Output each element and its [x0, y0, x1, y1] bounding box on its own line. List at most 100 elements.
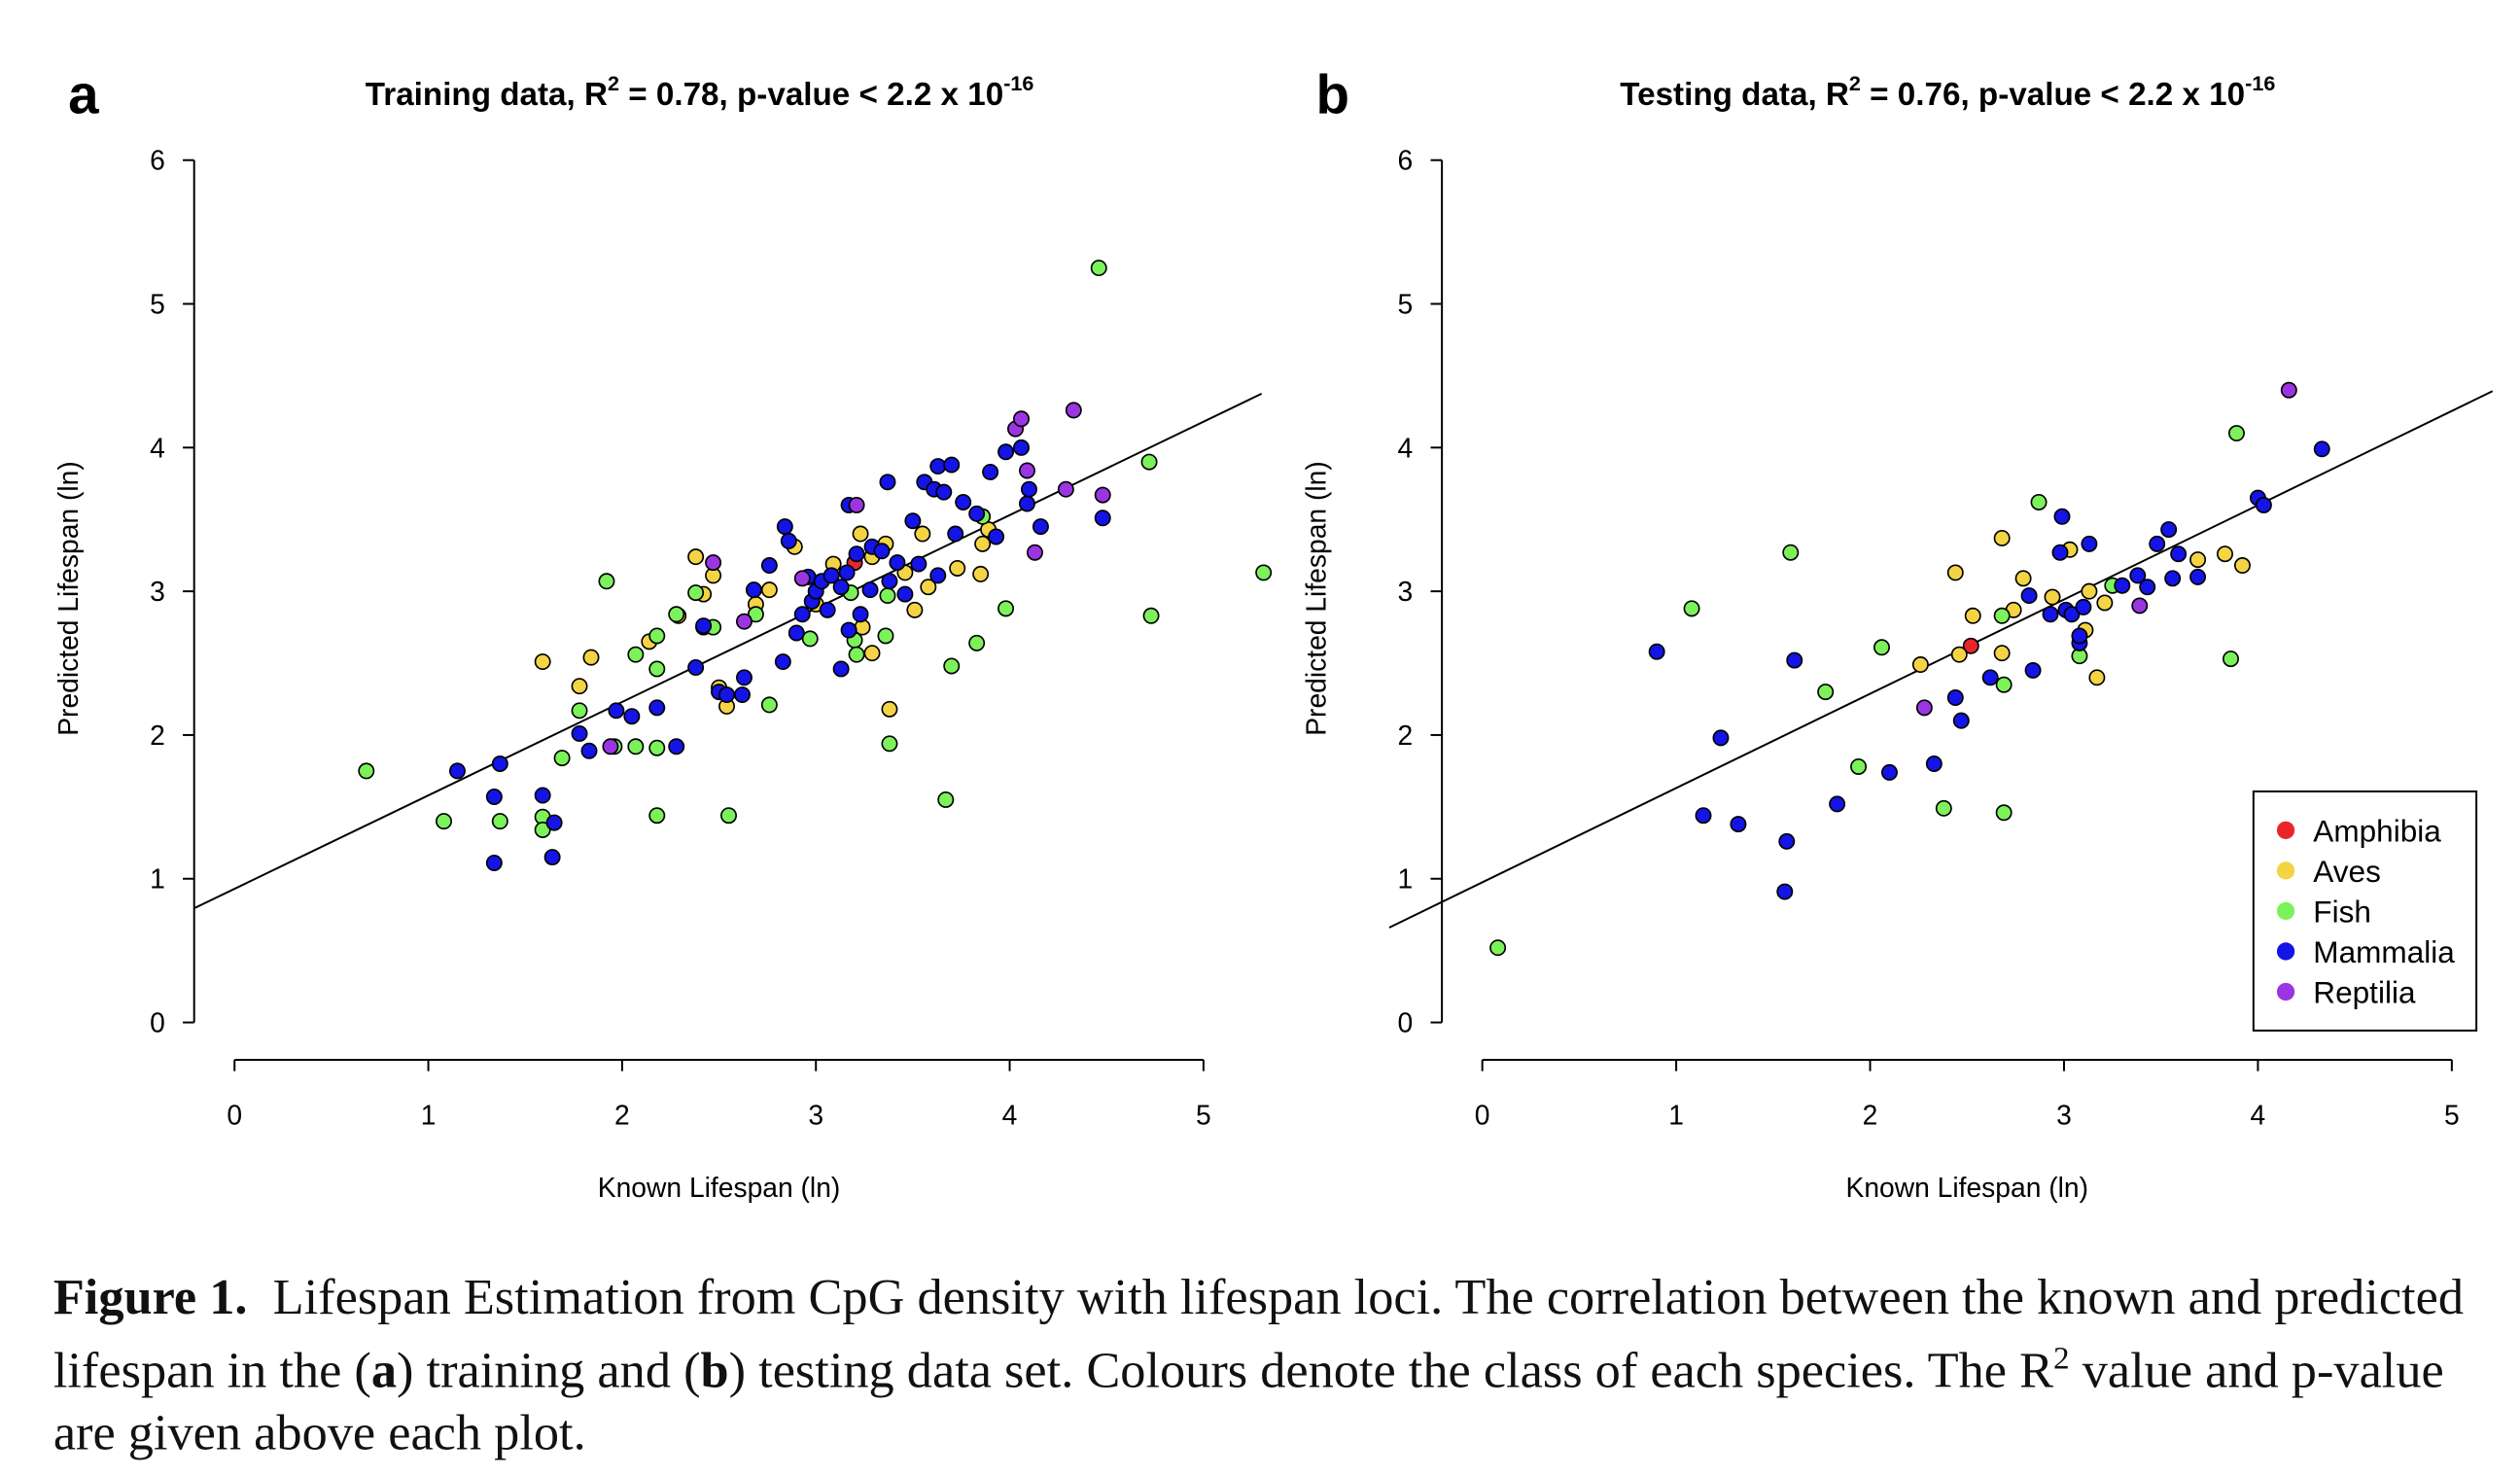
point — [780, 532, 797, 549]
y-tick-label: 3 — [150, 576, 165, 607]
point — [1993, 607, 2011, 624]
y-tick-label: 5 — [150, 288, 165, 319]
point — [873, 543, 891, 560]
point — [1013, 410, 1030, 428]
point — [774, 653, 791, 671]
title-part: Training data, R — [366, 77, 608, 113]
point — [2075, 598, 2092, 615]
point — [822, 567, 840, 584]
chart-title: Testing data, R2 = 0.76, p-value < 2.2 x… — [1620, 71, 2275, 113]
point — [838, 564, 856, 581]
point — [1648, 643, 1665, 660]
legend-label: Mammalia — [2313, 934, 2455, 969]
point — [598, 573, 615, 590]
point — [580, 742, 598, 759]
legend-swatch — [2276, 861, 2295, 880]
point — [801, 630, 819, 648]
point — [819, 601, 836, 618]
point — [648, 807, 666, 825]
fit-line — [1388, 390, 2494, 929]
point — [534, 822, 551, 838]
caption-box: Figure 1. Lifespan Estimation from CpG d… — [52, 1268, 2464, 1459]
point — [668, 606, 685, 623]
point — [760, 581, 778, 599]
point — [735, 613, 752, 630]
x-tick-label: 0 — [227, 1099, 242, 1130]
point — [543, 849, 561, 866]
point — [648, 660, 666, 678]
y-tick-label: 2 — [1398, 720, 1414, 751]
x-tick-label: 4 — [1002, 1099, 1018, 1130]
point — [760, 557, 778, 575]
point — [988, 528, 1005, 545]
legend-swatch — [2276, 942, 2295, 961]
title-part: Testing data, R — [1620, 77, 1849, 113]
point — [2044, 588, 2061, 606]
x-tick-label: 1 — [1668, 1099, 1684, 1130]
point — [840, 621, 858, 639]
point — [1019, 462, 1035, 479]
point — [1776, 883, 1794, 900]
chart-title: Training data, R2 = 0.78, p-value < 2.2 … — [366, 71, 1034, 113]
point — [2228, 425, 2245, 442]
point — [2233, 557, 2251, 575]
y-axis-label: Predicted Lifespan (ln) — [1300, 461, 1331, 735]
point — [1683, 600, 1700, 617]
point — [943, 456, 961, 474]
point — [793, 606, 811, 623]
point — [2071, 627, 2088, 645]
legend-label: Aves — [2313, 854, 2381, 889]
y-tick-label: 0 — [1398, 1007, 1414, 1038]
point — [1094, 510, 1111, 527]
point — [1962, 637, 1979, 654]
y-tick-label: 3 — [1398, 576, 1414, 607]
legend-swatch — [2276, 901, 2295, 921]
caption-sup: 2 — [2053, 1341, 2070, 1377]
x-tick-label: 2 — [614, 1099, 630, 1130]
point — [2114, 577, 2131, 594]
point — [968, 634, 986, 651]
caption-text: b — [700, 1341, 729, 1399]
point — [949, 560, 966, 577]
point — [982, 463, 999, 480]
point — [2030, 494, 2048, 510]
point — [1712, 729, 1730, 747]
point — [705, 554, 722, 572]
point — [491, 756, 508, 772]
point — [904, 512, 922, 530]
point — [974, 535, 992, 552]
point — [832, 579, 850, 596]
point — [747, 606, 764, 623]
point — [1964, 607, 1981, 624]
point — [955, 494, 972, 510]
panel-label: a — [68, 63, 99, 124]
legend-label: Reptilia — [2313, 975, 2416, 1010]
point — [2129, 567, 2147, 584]
y-tick-label: 4 — [1398, 432, 1414, 463]
point — [1786, 651, 1803, 669]
point — [968, 505, 986, 522]
point — [436, 813, 452, 830]
x-axis-label: Known Lifespan (ln) — [1845, 1172, 2088, 1203]
legend-label: Fish — [2313, 895, 2371, 930]
point — [889, 554, 906, 572]
point — [881, 573, 898, 590]
point — [906, 601, 924, 618]
point — [910, 555, 928, 573]
point — [2088, 669, 2106, 686]
point — [776, 518, 793, 536]
point — [935, 483, 953, 501]
y-tick-label: 4 — [150, 432, 165, 463]
panel: 0 1 2 3 4 5 6 0 1 2 3 4 5 Known Lifespan (ln) Predicte… — [52, 63, 1273, 1203]
point — [1142, 607, 1160, 624]
point — [1995, 804, 2012, 822]
point — [1946, 689, 1964, 706]
point — [2014, 570, 2032, 587]
point — [1065, 402, 1082, 419]
point — [1850, 757, 1868, 775]
title-part: -16 — [2245, 71, 2275, 95]
point — [1019, 495, 1035, 512]
point — [1829, 795, 1846, 813]
panel: 0 1 2 3 4 5 6 0 1 2 3 4 5 Known Lifespan (ln) Predicte… — [1300, 63, 2494, 1203]
caption-label: Figure 1. — [52, 1268, 248, 1325]
